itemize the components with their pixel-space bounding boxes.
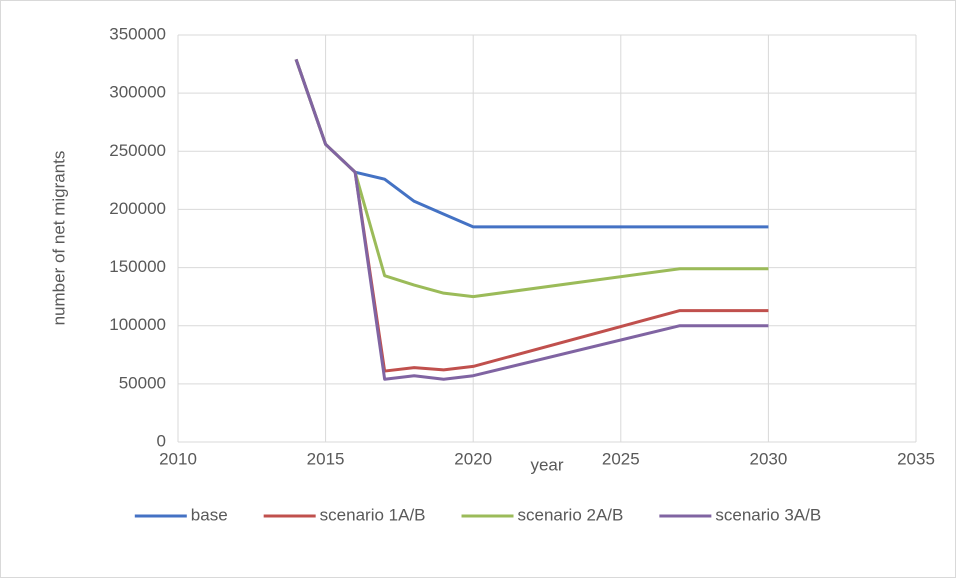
legend-label: scenario 1A/B (320, 505, 426, 524)
x-tick-label: 2030 (749, 449, 787, 468)
y-tick-label: 250000 (109, 141, 166, 160)
legend-label: base (191, 505, 228, 524)
y-tick-label: 200000 (109, 199, 166, 218)
x-tick-label: 2035 (897, 449, 935, 468)
y-tick-label: 150000 (109, 257, 166, 276)
x-axis-label: year (530, 455, 563, 474)
y-tick-label: 350000 (109, 24, 166, 43)
x-tick-label: 2015 (307, 449, 345, 468)
y-tick-label: 50000 (119, 373, 166, 392)
legend-label: scenario 2A/B (518, 505, 624, 524)
legend-label: scenario 3A/B (715, 505, 821, 524)
y-tick-label: 100000 (109, 315, 166, 334)
series-line (294, 58, 769, 381)
y-tick-label: 0 (157, 431, 166, 450)
x-tick-label: 2025 (602, 449, 640, 468)
x-tick-label: 2010 (159, 449, 197, 468)
y-tick-label: 300000 (109, 83, 166, 102)
x-tick-label: 2020 (454, 449, 492, 468)
y-axis-label: number of net migrants (49, 151, 68, 326)
